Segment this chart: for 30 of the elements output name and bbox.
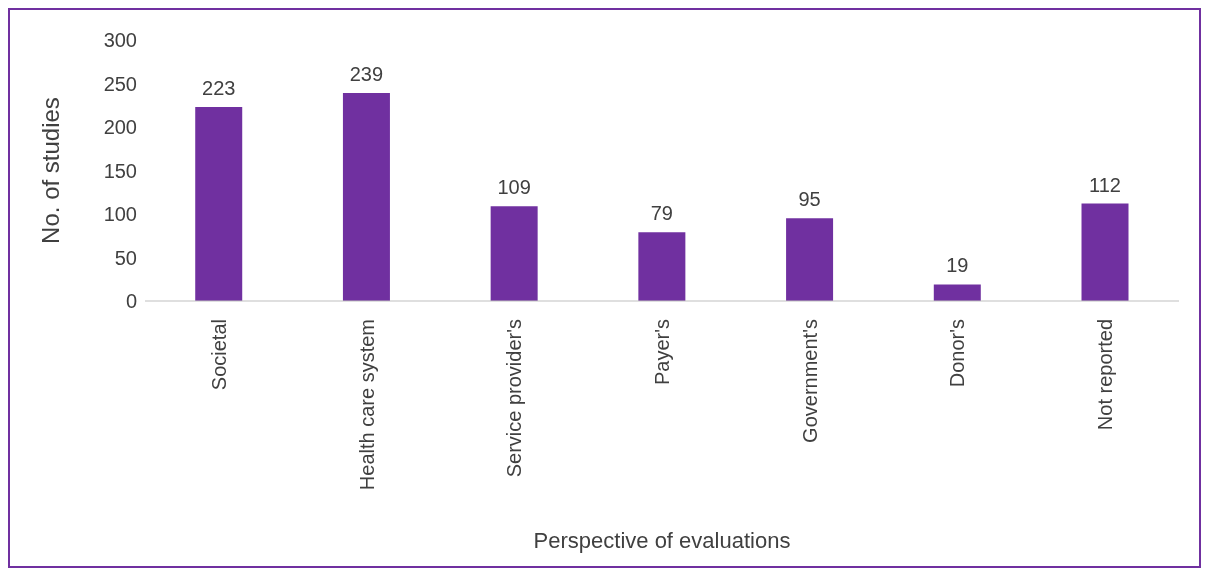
bar (490, 206, 538, 301)
data-label: 223 (202, 76, 236, 99)
y-tick-label: 100 (103, 203, 137, 226)
y-tick-label: 150 (103, 159, 137, 182)
data-label: 79 (650, 202, 673, 225)
bar (195, 106, 243, 301)
x-tick-label: Donor's (946, 319, 969, 388)
x-tick-label: Payer's (651, 319, 673, 386)
data-label: 95 (798, 188, 821, 211)
x-tick-label: Not reported (1094, 319, 1117, 431)
x-tick-label: Government's (798, 319, 821, 443)
bar (342, 93, 390, 301)
data-label: 109 (497, 176, 531, 199)
data-label: 239 (349, 63, 384, 86)
data-label: 112 (1089, 173, 1121, 196)
y-tick-label: 0 (125, 290, 137, 313)
x-axis-title: Perspective of evaluations (533, 528, 791, 553)
y-tick-label: 300 (103, 29, 137, 52)
y-tick-label: 250 (103, 72, 137, 95)
bar (933, 284, 981, 301)
y-tick-label: 50 (114, 246, 137, 269)
bar (1081, 203, 1129, 301)
bar (638, 232, 686, 301)
x-tick-label: Health care system (355, 319, 378, 491)
bar (786, 218, 834, 301)
y-tick-label: 200 (103, 116, 137, 139)
y-axis-title: No. of studies (36, 97, 64, 244)
x-tick-label: Societal (207, 319, 230, 391)
x-tick-label: Service provider's (503, 319, 526, 478)
data-label: 19 (946, 254, 969, 277)
